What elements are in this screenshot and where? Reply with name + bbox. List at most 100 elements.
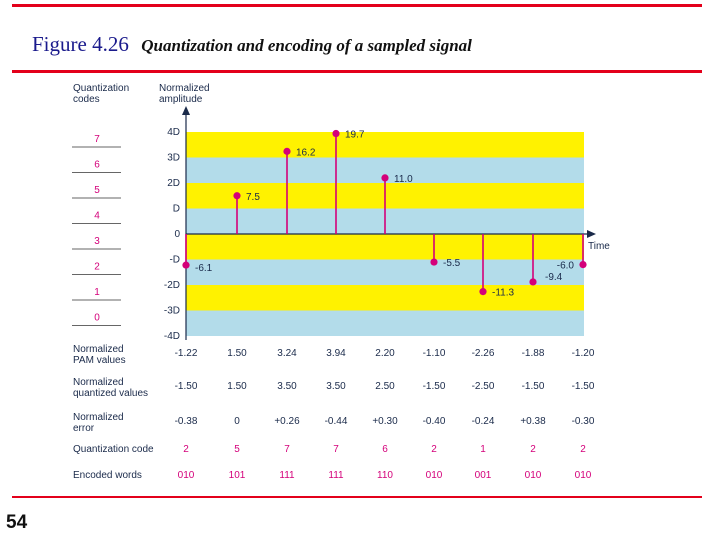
figure-title: Figure 4.26 Quantization and encoding of… bbox=[32, 32, 472, 57]
table-cell-value: 110 bbox=[377, 470, 393, 481]
amplitude-level-label: 3D bbox=[167, 153, 180, 164]
amplitude-band bbox=[186, 132, 584, 158]
table-cell-value: -1.50 bbox=[175, 381, 198, 392]
sample-value-label: 7.5 bbox=[246, 192, 260, 203]
table-cell-value: 3.24 bbox=[277, 348, 297, 359]
table-cell-value: -1.50 bbox=[572, 381, 595, 392]
table-cell-value: -1.50 bbox=[522, 381, 545, 392]
table-cell-value: 7 bbox=[284, 444, 290, 455]
sample-point bbox=[381, 174, 389, 182]
quantization-code-label: 0 bbox=[94, 313, 100, 324]
table-cell-value: 7 bbox=[333, 444, 339, 455]
table-cell-value: -2.50 bbox=[472, 381, 495, 392]
quantization-code-label: 1 bbox=[94, 287, 100, 298]
table-cell-value: -0.30 bbox=[572, 416, 595, 427]
figure-number: Figure 4.26 bbox=[32, 32, 129, 56]
sample-point bbox=[182, 261, 190, 269]
figure-caption: Quantization and encoding of a sampled s… bbox=[141, 36, 472, 55]
table-cell-value: -1.88 bbox=[522, 348, 545, 359]
amplitude-level-label: -3D bbox=[164, 306, 180, 317]
quantization-code-label: 3 bbox=[94, 236, 100, 247]
amplitude-header-line-2: amplitude bbox=[159, 94, 203, 105]
codes-header: Quantization codes bbox=[73, 83, 129, 105]
quantization-code-label: 5 bbox=[94, 185, 100, 196]
table-cell-value: +0.30 bbox=[372, 416, 398, 427]
quantization-code-label: 7 bbox=[94, 134, 100, 145]
table-cell-value: 1.50 bbox=[227, 381, 247, 392]
table-cell-value: -1.50 bbox=[423, 381, 446, 392]
table-cell-value: 0 bbox=[234, 416, 240, 427]
table-row-label: PAM values bbox=[73, 355, 126, 366]
sample-value-label: -9.4 bbox=[545, 272, 563, 283]
codes-header-line-2: codes bbox=[73, 94, 100, 105]
table-cell-value: 1 bbox=[480, 444, 486, 455]
sample-point bbox=[332, 129, 340, 138]
amplitude-header: Normalized amplitude bbox=[159, 83, 210, 105]
amplitude-level-label: -2D bbox=[164, 280, 180, 291]
table-cell-value: 2 bbox=[431, 444, 437, 455]
sample-value-label: -11.3 bbox=[492, 288, 514, 299]
amplitude-level-label: -4D bbox=[164, 331, 180, 342]
sample-point bbox=[233, 192, 241, 200]
table-cell-value: 010 bbox=[178, 470, 195, 481]
sample-value-label: -5.5 bbox=[443, 258, 461, 269]
time-axis-arrow bbox=[587, 230, 596, 238]
table-cell-value: -0.24 bbox=[472, 416, 495, 427]
amplitude-level-label: 0 bbox=[174, 229, 180, 240]
page-number: 54 bbox=[6, 512, 28, 533]
bottom-rule bbox=[12, 496, 702, 498]
quantization-code-label: 6 bbox=[94, 160, 100, 171]
table-cell-value: 3.50 bbox=[326, 381, 346, 392]
sample-point bbox=[430, 258, 438, 266]
table-cell-value: 1.50 bbox=[227, 348, 247, 359]
title-rule bbox=[12, 70, 702, 73]
table-cell-value: 3.94 bbox=[326, 348, 346, 359]
table-row-label: error bbox=[73, 423, 95, 434]
table-cell-value: -2.26 bbox=[472, 348, 495, 359]
amplitude-level-label: D bbox=[173, 204, 180, 215]
amplitude-band bbox=[186, 285, 584, 311]
table-cell-value: 2 bbox=[580, 444, 586, 455]
amplitude-level-label: -D bbox=[169, 255, 180, 266]
table-cell-value: 6 bbox=[382, 444, 388, 455]
table-cell-value: 101 bbox=[229, 470, 246, 481]
top-rule bbox=[12, 4, 702, 7]
sample-value-label: 16.2 bbox=[296, 147, 316, 158]
table-cell-value: 3.50 bbox=[277, 381, 297, 392]
sample-point bbox=[579, 261, 587, 269]
sample-value-label: -6.0 bbox=[557, 261, 575, 272]
table-cell-value: -1.22 bbox=[175, 348, 198, 359]
table-cell-value: 2 bbox=[183, 444, 189, 455]
table-cell-value: -1.20 bbox=[572, 348, 595, 359]
amplitude-band bbox=[186, 234, 584, 260]
sample-point bbox=[479, 288, 487, 296]
sample-point bbox=[283, 147, 291, 155]
table-cell-value: 5 bbox=[234, 444, 240, 455]
table-cell-value: +0.26 bbox=[274, 416, 300, 427]
amplitude-level-label: 4D bbox=[167, 127, 180, 138]
axis-arrow-up bbox=[182, 106, 190, 115]
quantization-code-label: 4 bbox=[94, 211, 100, 222]
table-cell-value: +0.38 bbox=[520, 416, 546, 427]
amplitude-level-label: 2D bbox=[167, 178, 180, 189]
table-row-label: Normalized bbox=[73, 377, 124, 388]
table-row-label: Normalized bbox=[73, 412, 124, 423]
table-cell-value: 2 bbox=[530, 444, 536, 455]
table-row-label: Encoded words bbox=[73, 470, 142, 481]
table-cell-value: -0.38 bbox=[175, 416, 198, 427]
table-row-label: Normalized bbox=[73, 344, 124, 355]
table-cell-value: 010 bbox=[525, 470, 542, 481]
table-cell-value: 2.20 bbox=[375, 348, 395, 359]
table-cell-value: 2.50 bbox=[375, 381, 395, 392]
codes-header-line-1: Quantization bbox=[73, 83, 130, 94]
table-row-label: Quantization code bbox=[73, 444, 154, 455]
amplitude-header-line-1: Normalized bbox=[159, 83, 210, 94]
sample-point bbox=[529, 278, 537, 286]
table-cell-value: 010 bbox=[575, 470, 592, 481]
table-cell-value: 001 bbox=[475, 470, 492, 481]
table-cell-value: -0.44 bbox=[325, 416, 348, 427]
table-cell-value: 010 bbox=[426, 470, 443, 481]
sample-value-label: 19.7 bbox=[345, 130, 365, 141]
amplitude-band bbox=[186, 310, 584, 336]
